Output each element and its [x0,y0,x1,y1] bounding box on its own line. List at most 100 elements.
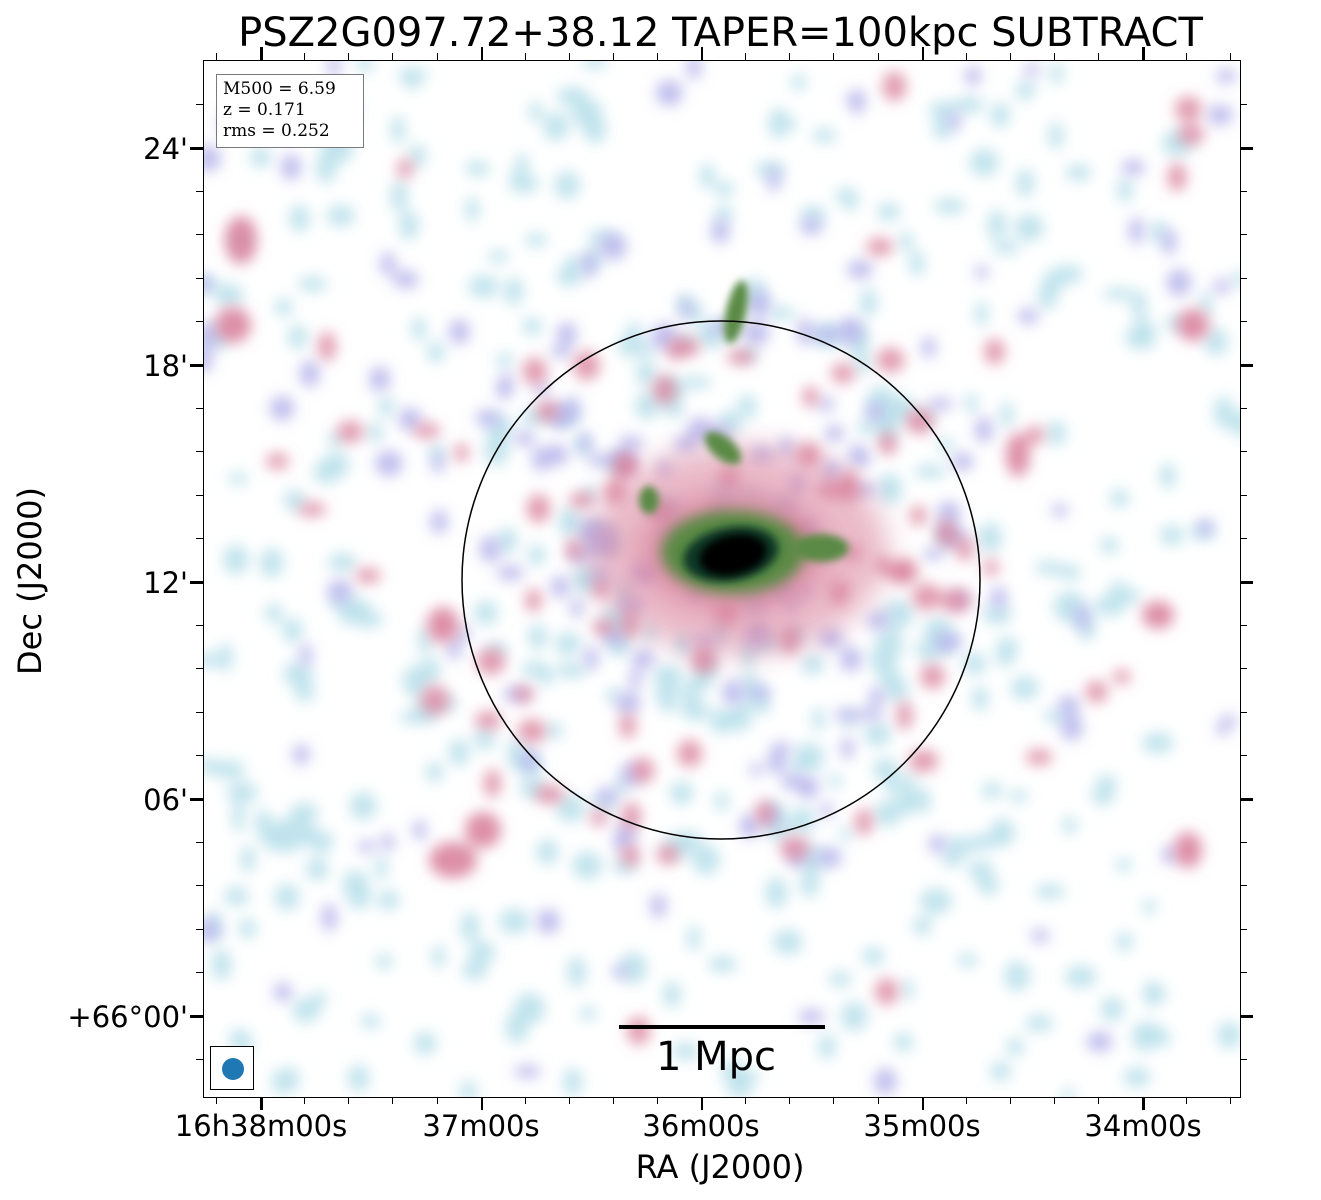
emission-blob [772,929,803,955]
emission-blob [618,435,644,450]
emission-blob [1204,327,1228,356]
axis-tick [481,47,483,60]
emission-blob [1161,228,1177,255]
emission-blob [909,505,927,526]
emission-blob [954,96,984,114]
emission-blob [919,888,952,915]
emission-blob [203,145,221,172]
axis-tick [1240,581,1253,582]
emission-blob [342,870,369,898]
emission-blob [536,908,560,934]
emission-blob [554,632,581,656]
emission-blob [876,347,905,373]
emission-blob [292,997,320,1023]
emission-blob [944,837,975,856]
emission-blob [868,687,886,707]
emission-blob [265,453,289,470]
emission-blob [231,801,245,833]
axis-tick [1240,885,1247,886]
axis-tick [1010,1097,1011,1104]
emission-blob [498,908,530,935]
axis-tick [304,1097,305,1104]
emission-blob [1014,214,1044,242]
emission-blob [413,1031,437,1055]
emission-blob [793,743,825,766]
emission-blob [1074,603,1090,631]
axis-tick [196,885,203,886]
emission-blob [474,727,495,751]
emission-blob [935,519,957,547]
emission-blob [228,472,248,485]
emission-blob [1174,96,1202,122]
x-tick-label: 37m00s [422,1109,540,1143]
emission-blob [632,648,655,670]
emission-blob [912,583,942,611]
emission-blob [1060,713,1083,741]
emission-blob [882,71,907,102]
emission-blob [917,787,931,814]
emission-blob [1086,1031,1113,1052]
axis-tick [1143,1097,1145,1110]
emission-blob [688,302,704,324]
emission-blob [799,872,820,897]
emission-blob [801,654,825,675]
emission-blob [522,357,547,386]
emission-blob [579,1006,597,1021]
radio-image[interactable] [203,60,1241,1098]
emission-blob [203,918,221,942]
emission-blob [356,60,373,73]
emission-blob [799,217,823,235]
emission-blob [513,685,534,703]
emission-blob [305,857,329,881]
emission-blob [612,452,638,481]
emission-blob [1010,676,1039,701]
emission-blob [418,626,432,656]
emission-blob [329,556,357,569]
scale-bar-label: 1 Mpc [655,1034,777,1080]
emission-blob [721,679,745,705]
axis-tick [216,53,217,60]
emission-blob [282,617,303,643]
emission-blob [412,820,427,841]
emission-blob [377,397,395,417]
axis-tick [1142,47,1143,60]
emission-blob [578,432,592,453]
emission-blob [1100,996,1124,1022]
axis-tick [525,1097,526,1104]
emission-blob [465,812,501,848]
axis-tick [833,1097,834,1104]
axis-tick [745,53,746,60]
emission-blob [1061,1088,1076,1098]
emission-blob [990,102,1010,128]
emission-blob [941,588,971,614]
axis-tick [196,1059,203,1060]
axis-tick [1054,53,1055,60]
emission-blob [565,539,582,560]
emission-blob [937,501,961,525]
emission-blob [525,588,542,613]
emission-blob [536,839,559,865]
emission-blob [483,769,501,798]
emission-blob [283,1066,299,1093]
emission-blob [940,852,964,867]
emission-blob [831,363,855,384]
x-tick-label: 34m00s [1084,1109,1202,1143]
redshift-label: z = 0.171 [223,100,306,120]
emission-blob [1009,789,1028,803]
axis-tick [196,625,203,626]
emission-blob [898,231,914,252]
emission-blob [327,579,353,604]
emission-blob [425,761,444,783]
emission-blob [292,743,310,766]
emission-blob [584,646,599,671]
emission-blob [815,327,839,342]
axis-tick [437,1097,438,1104]
axis-tick [657,1097,658,1104]
axis-tick [525,53,526,60]
emission-blob [554,171,580,200]
axis-tick [922,1097,924,1110]
axis-tick [1240,1015,1253,1016]
emission-blob [937,634,964,648]
emission-blob [1115,858,1132,872]
emission-blob [981,782,1003,799]
